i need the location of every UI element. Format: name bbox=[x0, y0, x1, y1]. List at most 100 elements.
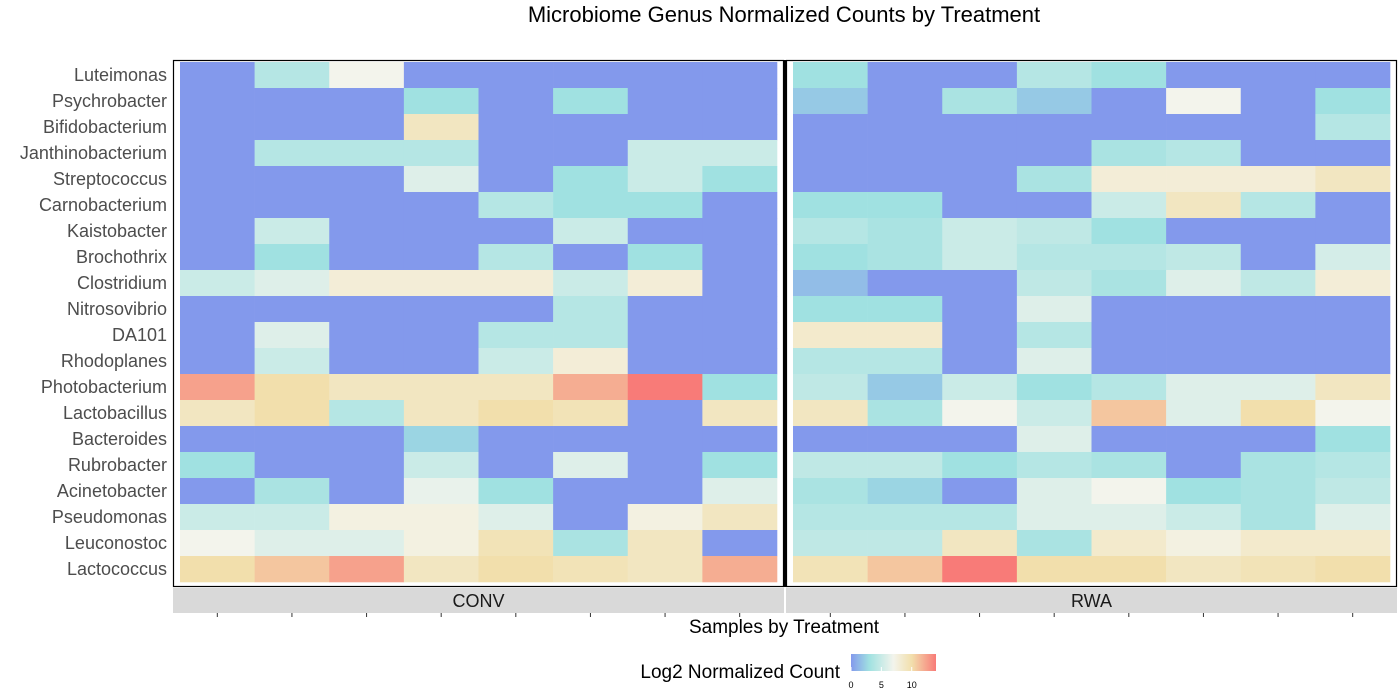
heatmap-cell bbox=[1166, 166, 1242, 193]
heatmap-cell bbox=[793, 88, 868, 115]
heatmap-cell bbox=[254, 88, 330, 115]
chart-title: Microbiome Genus Normalized Counts by Tr… bbox=[528, 2, 1040, 27]
heatmap-cell bbox=[793, 192, 868, 219]
heatmap-cell bbox=[1166, 400, 1242, 427]
heatmap-cell bbox=[478, 426, 554, 453]
heatmap-cell bbox=[254, 374, 330, 401]
y-tick-label: Bacteroides bbox=[72, 429, 167, 449]
heatmap-cell bbox=[329, 166, 405, 193]
heatmap-cell bbox=[553, 530, 629, 557]
heatmap-cell bbox=[180, 426, 255, 453]
heatmap-cell bbox=[627, 452, 703, 479]
y-tick-label: Leuconostoc bbox=[65, 533, 167, 553]
heatmap-cell bbox=[180, 504, 255, 531]
heatmap-cell bbox=[942, 114, 1018, 141]
heatmap-cell bbox=[793, 244, 868, 271]
heatmap-cell bbox=[254, 426, 330, 453]
heatmap-cell bbox=[942, 166, 1018, 193]
heatmap-cell bbox=[1166, 270, 1242, 297]
heatmap-cell bbox=[478, 62, 554, 89]
heatmap-cell bbox=[1091, 426, 1167, 453]
heatmap-cell bbox=[793, 426, 868, 453]
heatmap-cell bbox=[1016, 556, 1092, 583]
heatmap-cell bbox=[403, 530, 479, 557]
heatmap-cell bbox=[478, 114, 554, 141]
heatmap-cell bbox=[478, 374, 554, 401]
heatmap-cell bbox=[942, 296, 1018, 323]
heatmap-panel bbox=[785, 59, 1398, 588]
heatmap-cell bbox=[793, 270, 868, 297]
heatmap-cell bbox=[1315, 478, 1391, 505]
heatmap-cell bbox=[1315, 374, 1391, 401]
heatmap-cell bbox=[702, 504, 778, 531]
y-tick-label: DA101 bbox=[112, 325, 167, 345]
heatmap-cell bbox=[702, 530, 778, 557]
heatmap-cell bbox=[254, 530, 330, 557]
heatmap-cell bbox=[254, 244, 330, 271]
heatmap-cell bbox=[403, 244, 479, 271]
heatmap-cell bbox=[1016, 452, 1092, 479]
heatmap-cell bbox=[1240, 218, 1316, 245]
heatmap-cell bbox=[867, 426, 943, 453]
heatmap-cell bbox=[180, 348, 255, 375]
heatmap-cell bbox=[329, 270, 405, 297]
heatmap-cell bbox=[627, 114, 703, 141]
y-tick-label: Kaistobacter bbox=[67, 221, 167, 241]
heatmap-cell bbox=[180, 192, 255, 219]
heatmap-cell bbox=[553, 400, 629, 427]
heatmap-cell bbox=[329, 530, 405, 557]
heatmap-cell bbox=[793, 400, 868, 427]
heatmap-cell bbox=[1166, 62, 1242, 89]
heatmap-cell bbox=[553, 296, 629, 323]
heatmap-cell bbox=[553, 556, 629, 583]
heatmap-cell bbox=[180, 270, 255, 297]
heatmap-cell bbox=[1315, 504, 1391, 531]
heatmap-cell bbox=[867, 348, 943, 375]
heatmap-cell bbox=[793, 140, 868, 167]
heatmap-cell bbox=[553, 114, 629, 141]
heatmap-cell bbox=[478, 452, 554, 479]
heatmap-cell bbox=[942, 374, 1018, 401]
heatmap-cell bbox=[180, 322, 255, 349]
heatmap-cell bbox=[553, 452, 629, 479]
heatmap-cell bbox=[867, 478, 943, 505]
heatmap-cell bbox=[867, 218, 943, 245]
heatmap-cell bbox=[1166, 374, 1242, 401]
heatmap-cell bbox=[702, 426, 778, 453]
y-axis-labels: Luteimonas Psychrobacter Bifidobacterium Ja… bbox=[20, 65, 167, 579]
heatmap-cell bbox=[627, 348, 703, 375]
heatmap-cell bbox=[867, 140, 943, 167]
heatmap-cell bbox=[1091, 374, 1167, 401]
heatmap-cell bbox=[942, 322, 1018, 349]
heatmap-cell bbox=[942, 62, 1018, 89]
heatmap-cell bbox=[180, 140, 255, 167]
heatmap-cell bbox=[1091, 556, 1167, 583]
heatmap-cell bbox=[329, 452, 405, 479]
heatmap-cell bbox=[1016, 140, 1092, 167]
heatmap-cell bbox=[329, 114, 405, 141]
heatmap-cell bbox=[1240, 556, 1316, 583]
heatmap-cell bbox=[1016, 192, 1092, 219]
panel-border bbox=[172, 59, 785, 588]
heatmap-cell bbox=[403, 192, 479, 219]
heatmap-cell bbox=[702, 218, 778, 245]
heatmap-cell bbox=[1315, 400, 1391, 427]
heatmap-cell bbox=[180, 400, 255, 427]
heatmap-cell bbox=[867, 114, 943, 141]
heatmap-cell bbox=[867, 504, 943, 531]
x-axis-title: Samples by Treatment bbox=[689, 617, 880, 638]
heatmap-cell bbox=[1166, 348, 1242, 375]
heatmap-cell bbox=[1240, 504, 1316, 531]
y-tick-label: Clostridium bbox=[77, 273, 167, 293]
heatmap-cell bbox=[254, 452, 330, 479]
heatmap-cell bbox=[478, 296, 554, 323]
facet-strip-label: CONV bbox=[452, 591, 504, 611]
heatmap-cell bbox=[1091, 504, 1167, 531]
heatmap-cell bbox=[254, 270, 330, 297]
heatmap-cell bbox=[180, 244, 255, 271]
legend-colorbar bbox=[851, 654, 936, 671]
heatmap-cell bbox=[478, 218, 554, 245]
heatmap-cell bbox=[942, 400, 1018, 427]
heatmap-cell bbox=[1016, 88, 1092, 115]
heatmap-cell bbox=[1166, 478, 1242, 505]
